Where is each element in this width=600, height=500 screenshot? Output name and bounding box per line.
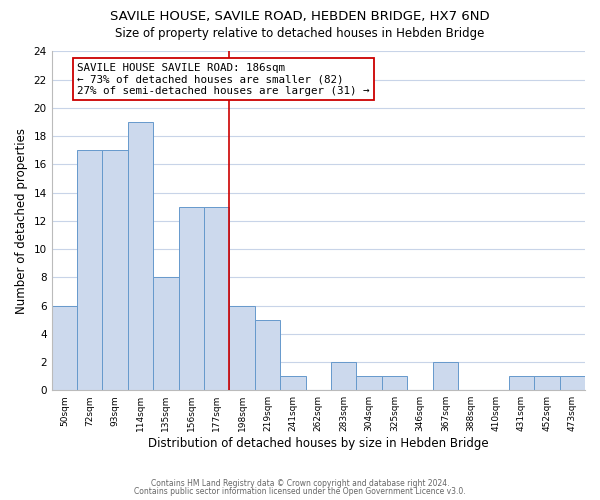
Text: Contains public sector information licensed under the Open Government Licence v3: Contains public sector information licen… — [134, 487, 466, 496]
Bar — [153, 278, 179, 390]
Bar — [128, 122, 153, 390]
Bar — [103, 150, 128, 390]
Bar — [77, 150, 103, 390]
Bar — [280, 376, 305, 390]
Text: Size of property relative to detached houses in Hebden Bridge: Size of property relative to detached ho… — [115, 28, 485, 40]
Bar — [534, 376, 560, 390]
X-axis label: Distribution of detached houses by size in Hebden Bridge: Distribution of detached houses by size … — [148, 437, 488, 450]
Bar — [52, 306, 77, 390]
Bar — [356, 376, 382, 390]
Text: SAVILE HOUSE SAVILE ROAD: 186sqm
← 73% of detached houses are smaller (82)
27% o: SAVILE HOUSE SAVILE ROAD: 186sqm ← 73% o… — [77, 63, 370, 96]
Bar — [560, 376, 585, 390]
Bar — [331, 362, 356, 390]
Bar — [509, 376, 534, 390]
Bar — [179, 206, 204, 390]
Bar — [255, 320, 280, 390]
Y-axis label: Number of detached properties: Number of detached properties — [15, 128, 28, 314]
Text: SAVILE HOUSE, SAVILE ROAD, HEBDEN BRIDGE, HX7 6ND: SAVILE HOUSE, SAVILE ROAD, HEBDEN BRIDGE… — [110, 10, 490, 23]
Bar — [433, 362, 458, 390]
Bar — [229, 306, 255, 390]
Bar — [382, 376, 407, 390]
Text: Contains HM Land Registry data © Crown copyright and database right 2024.: Contains HM Land Registry data © Crown c… — [151, 478, 449, 488]
Bar — [204, 206, 229, 390]
